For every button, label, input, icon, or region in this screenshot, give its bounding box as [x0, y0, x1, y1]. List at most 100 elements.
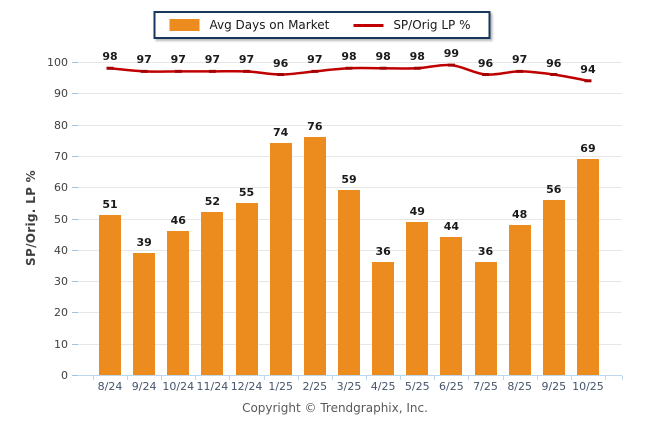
x-axis-tick [297, 376, 299, 380]
y-axis-tick [72, 62, 78, 63]
y-tick-label: 50 [54, 212, 68, 226]
line-point-marker [447, 63, 455, 67]
bar [337, 190, 360, 375]
x-axis-tick [161, 376, 163, 380]
y-tick-label: 100 [47, 56, 68, 69]
line-value-label: 97 [512, 53, 528, 67]
line-point-marker [106, 66, 114, 70]
y-tick-label: 40 [54, 243, 68, 257]
line-value-label: 97 [136, 53, 152, 67]
x-axis-tick [400, 376, 402, 380]
line-point-marker [345, 66, 353, 70]
x-axis-tick [570, 376, 572, 380]
line-value-label: 99 [443, 47, 460, 61]
legend: Avg Days on Market SP/Orig LP % [153, 11, 491, 39]
line-point-marker [482, 73, 490, 77]
bar-series-swatch-icon [169, 19, 200, 31]
line-point-marker [174, 69, 182, 73]
y-tick-label: 60 [54, 181, 68, 195]
x-axis-tick [127, 376, 129, 380]
bar [508, 224, 531, 375]
x-axis-tick [622, 376, 623, 380]
bar-value-label: 56 [546, 182, 562, 196]
line-point-marker [550, 73, 558, 77]
y-axis-tick [72, 124, 78, 126]
x-tick-label: 9/25 [541, 380, 567, 393]
copyright-text: Copyright © Trendgraphix, Inc. [242, 401, 428, 415]
bar-value-label: 74 [273, 126, 289, 140]
line-point-marker [243, 69, 251, 73]
x-axis-tick [263, 376, 265, 380]
line-point-marker [413, 66, 421, 70]
line-value-label: 97 [204, 53, 221, 67]
gridline [78, 62, 622, 63]
bar-value-label: 48 [512, 207, 528, 221]
bar-value-label: 76 [307, 120, 323, 134]
line-value-label: 97 [170, 53, 186, 67]
bar [406, 221, 429, 375]
x-tick-label: 7/25 [473, 380, 498, 393]
line-value-label: 96 [273, 56, 289, 70]
line-series-swatch-icon [353, 23, 384, 27]
y-axis-tick [72, 375, 78, 376]
trend-line [109, 63, 589, 83]
line-point-marker [379, 66, 387, 70]
y-tick-label: 10 [54, 337, 68, 351]
bar [372, 262, 395, 375]
bar [133, 252, 156, 375]
y-tick-label: 90 [54, 87, 68, 101]
bar-value-label: 44 [443, 220, 460, 234]
line-value-label: 98 [102, 50, 118, 64]
y-tick-label: 0 [61, 369, 68, 382]
x-axis-tick [366, 376, 368, 380]
x-tick-label: 8/25 [507, 380, 533, 393]
line-value-label: 98 [341, 50, 357, 64]
bar [235, 202, 258, 375]
bar [269, 143, 292, 375]
x-tick-label: 9/24 [131, 380, 157, 393]
line-point-marker [516, 69, 524, 73]
y-axis-tick [72, 249, 78, 251]
x-tick-label: 10/25 [572, 380, 604, 393]
x-tick-label: 12/24 [230, 380, 263, 393]
x-tick-label: 1/25 [268, 380, 294, 393]
gridline [78, 124, 622, 126]
bar-value-label: 36 [375, 245, 391, 259]
gridline [78, 187, 622, 189]
line-value-label: 98 [409, 50, 425, 64]
line-point-marker [311, 69, 319, 73]
x-axis-tick [468, 376, 470, 380]
x-axis-tick [92, 376, 94, 380]
x-tick-label: 3/25 [336, 380, 362, 393]
x-tick-label: 2/25 [302, 380, 328, 393]
x-axis-tick [195, 376, 197, 380]
x-axis-tick [502, 376, 504, 380]
y-tick-label: 70 [54, 149, 68, 163]
y-tick-label: 30 [54, 275, 68, 289]
legend-line-label: SP/Orig LP % [393, 18, 471, 32]
x-axis-tick [605, 376, 607, 380]
line-point-marker [277, 73, 285, 77]
bar [474, 262, 497, 375]
line-value-label: 94 [580, 62, 596, 76]
bar [576, 159, 599, 375]
bar [99, 215, 121, 375]
gridline [78, 155, 622, 157]
bar-value-label: 49 [409, 204, 425, 218]
x-axis-tick [331, 376, 333, 380]
line-point-marker [208, 69, 216, 73]
bar-value-label: 39 [136, 235, 152, 249]
y-axis-tick [72, 281, 78, 283]
x-axis-tick [229, 376, 231, 380]
y-tick-label: 80 [54, 118, 68, 132]
y-axis-tick [72, 155, 78, 157]
x-axis-line [78, 375, 622, 376]
bar-value-label: 52 [204, 195, 221, 209]
x-tick-label: 4/25 [370, 380, 396, 393]
bar-value-label: 55 [238, 185, 255, 199]
y-axis-tick [72, 343, 78, 345]
x-axis-tick [536, 376, 538, 380]
bar [542, 199, 565, 375]
y-axis-tick [72, 312, 78, 314]
